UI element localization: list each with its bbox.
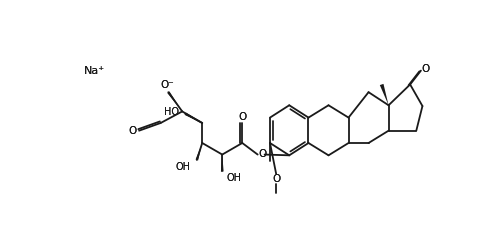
Text: OH: OH: [227, 173, 242, 183]
Text: O: O: [421, 64, 430, 74]
Text: O: O: [238, 112, 246, 122]
Polygon shape: [196, 143, 202, 160]
Text: O⁻: O⁻: [160, 80, 174, 90]
Text: O: O: [258, 149, 266, 159]
Polygon shape: [167, 91, 182, 111]
Text: O: O: [272, 174, 281, 184]
Text: O: O: [258, 149, 266, 159]
Polygon shape: [380, 84, 389, 105]
Text: O: O: [129, 127, 137, 136]
Text: O: O: [272, 174, 281, 184]
Text: OH: OH: [176, 162, 191, 172]
Polygon shape: [221, 155, 224, 172]
Polygon shape: [185, 113, 202, 123]
Text: Na⁺: Na⁺: [84, 66, 105, 76]
Text: HO: HO: [164, 107, 179, 117]
Text: O: O: [238, 112, 246, 122]
Text: O: O: [421, 64, 430, 74]
Text: OH: OH: [176, 162, 191, 172]
Text: HO: HO: [164, 107, 179, 117]
Text: O⁻: O⁻: [160, 80, 174, 90]
Text: OH: OH: [227, 173, 242, 183]
Text: Na⁺: Na⁺: [84, 66, 105, 76]
Text: O: O: [129, 127, 137, 136]
